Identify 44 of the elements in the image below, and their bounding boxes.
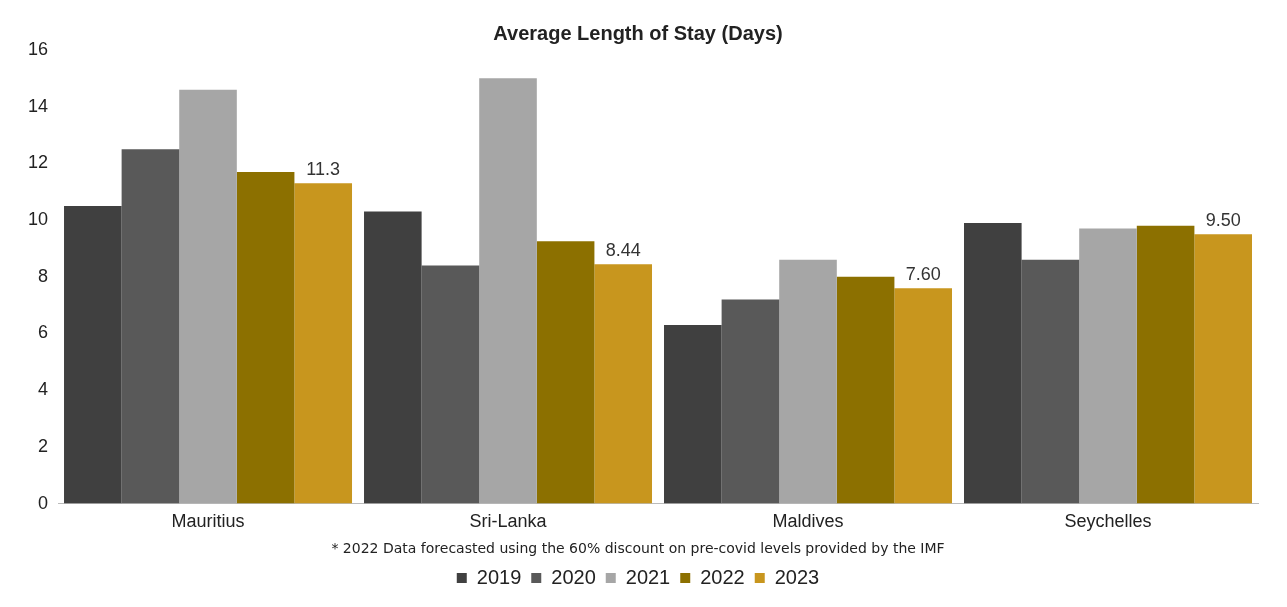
bar — [236, 171, 295, 504]
bar — [121, 149, 180, 504]
bar — [536, 241, 595, 504]
x-tick-label: Mauritius — [171, 511, 245, 532]
y-tick-label: 2 — [38, 435, 49, 456]
bar — [1194, 234, 1252, 504]
bar — [664, 325, 722, 504]
bar — [479, 78, 537, 504]
bar — [421, 265, 480, 504]
y-tick-label: 6 — [38, 322, 49, 343]
bar — [1136, 225, 1195, 504]
bar — [1021, 259, 1080, 504]
data-label: 7.60 — [905, 264, 941, 285]
legend-label: 2019 — [476, 565, 522, 588]
data-label: 9.50 — [1205, 210, 1241, 231]
chart-title: Average Length of Stay (Days) — [493, 21, 783, 44]
y-tick-label: 16 — [27, 38, 49, 59]
legend-label: 2020 — [551, 565, 596, 588]
legend-label: 2021 — [625, 565, 671, 588]
text: * 2022 Data forecasted using the 60% discount on pre-covid levels provided by the IMF — [331, 540, 945, 557]
bar — [294, 183, 353, 504]
bar — [894, 288, 953, 504]
x-tick-label: Maldives — [772, 511, 844, 532]
y-tick-label: 8 — [38, 265, 49, 286]
y-tick-label: 4 — [38, 379, 49, 400]
bar — [721, 299, 780, 504]
legend-label: 2022 — [700, 565, 745, 588]
bar — [964, 222, 1022, 504]
bar — [64, 205, 122, 504]
bar — [364, 211, 422, 504]
x-tick-label: Sri-Lanka — [469, 511, 548, 532]
y-tick-label: 14 — [27, 95, 49, 116]
data-label: 11.3 — [306, 159, 341, 180]
data-label: 8.44 — [605, 240, 641, 261]
bar — [779, 259, 837, 504]
x-tick-label: Seychelles — [1064, 511, 1152, 532]
legend-label: 2023 — [774, 565, 820, 588]
bar — [594, 264, 653, 504]
y-tick-label: 10 — [27, 209, 49, 230]
bar — [836, 276, 895, 504]
y-tick-label: 0 — [38, 492, 49, 513]
bar — [1079, 228, 1137, 504]
bar — [179, 89, 237, 504]
y-tick-label: 12 — [27, 152, 49, 173]
